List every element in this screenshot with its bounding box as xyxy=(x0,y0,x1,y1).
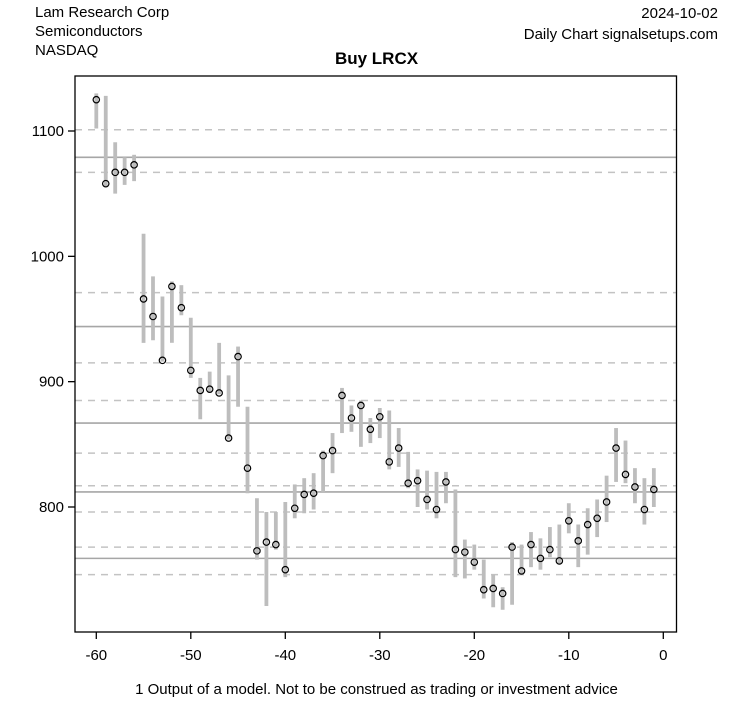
x-axis-tick-label: -10 xyxy=(558,647,580,664)
chart-signal-title: Buy LRCX xyxy=(334,49,419,68)
close-marker xyxy=(479,585,488,594)
close-marker xyxy=(347,414,356,422)
x-axis-tick-label: -60 xyxy=(85,647,107,664)
close-marker xyxy=(338,391,346,400)
plot-frame xyxy=(74,75,678,633)
close-marker xyxy=(498,589,507,598)
chart-date: 2024-10-02 xyxy=(641,5,718,22)
close-marker xyxy=(300,490,309,499)
close-marker xyxy=(536,554,545,563)
close-marker xyxy=(517,567,526,575)
close-marker xyxy=(612,444,620,452)
exchange-label: NASDAQ xyxy=(35,42,99,59)
disclaimer-footnote: 1 Output of a model. Not to be construed… xyxy=(135,681,618,698)
close-marker xyxy=(177,303,186,312)
header-left-block: Lam Research Corp Semiconductors NASDAQ xyxy=(35,3,169,60)
close-marker xyxy=(158,356,167,365)
close-marker xyxy=(593,514,601,523)
close-marker xyxy=(461,548,469,556)
close-marker xyxy=(423,495,431,504)
close-marker xyxy=(168,282,176,291)
close-marker xyxy=(272,540,280,549)
close-marker xyxy=(527,540,535,549)
close-marker xyxy=(451,545,460,554)
y-axis-tick-label: 1100 xyxy=(32,123,64,140)
close-marker xyxy=(489,584,498,593)
close-marker xyxy=(564,516,573,525)
close-marker xyxy=(555,557,564,565)
close-marker xyxy=(375,412,384,421)
close-marker xyxy=(508,543,516,551)
y-axis-tick-label: 1000 xyxy=(31,248,64,265)
close-marker xyxy=(149,312,157,321)
close-marker xyxy=(253,547,261,555)
close-marker xyxy=(243,464,252,472)
close-marker xyxy=(111,168,120,177)
close-marker xyxy=(650,485,658,494)
close-marker xyxy=(602,498,611,506)
close-marker xyxy=(281,565,290,574)
company-name: Lam Research Corp xyxy=(35,4,170,21)
close-marker xyxy=(546,545,554,554)
close-marker xyxy=(470,558,479,566)
close-marker xyxy=(187,366,195,375)
close-marker xyxy=(583,520,592,529)
close-marker xyxy=(413,476,422,485)
close-marker xyxy=(328,446,337,455)
x-axis-tick-label: -30 xyxy=(369,647,391,664)
header-right-block: 2024-10-02 Daily Chart signalsetups.com xyxy=(524,3,718,45)
close-marker xyxy=(130,161,138,169)
close-marker xyxy=(205,385,214,393)
close-marker xyxy=(404,479,412,487)
close-marker xyxy=(366,425,375,434)
close-marker xyxy=(290,504,299,513)
close-marker xyxy=(442,478,450,486)
close-marker xyxy=(385,458,394,466)
close-marker xyxy=(357,401,365,410)
close-marker xyxy=(640,505,649,514)
close-marker xyxy=(319,451,327,460)
y-axis-tick-label: 900 xyxy=(39,374,64,391)
x-axis-tick-label: -20 xyxy=(463,647,485,664)
x-axis-tick-label: -40 xyxy=(274,647,296,664)
close-marker xyxy=(120,168,129,177)
close-marker xyxy=(139,295,148,303)
y-axis-tick-label: 800 xyxy=(39,499,64,516)
close-marker xyxy=(215,389,223,397)
close-marker xyxy=(101,179,110,188)
close-marker xyxy=(631,483,639,491)
sector-label: Semiconductors xyxy=(35,23,143,40)
x-axis-tick-label: 0 xyxy=(659,647,667,664)
close-marker xyxy=(234,352,242,361)
close-marker xyxy=(92,95,101,104)
chart-source: Daily Chart signalsetups.com xyxy=(523,26,718,43)
close-marker xyxy=(224,434,233,442)
close-marker xyxy=(432,505,441,514)
close-marker xyxy=(196,386,205,395)
close-marker xyxy=(621,470,630,479)
close-marker xyxy=(309,489,318,498)
x-axis-tick-label: -50 xyxy=(180,647,202,664)
close-marker xyxy=(394,444,403,452)
close-marker xyxy=(574,537,583,545)
close-marker xyxy=(262,538,271,546)
